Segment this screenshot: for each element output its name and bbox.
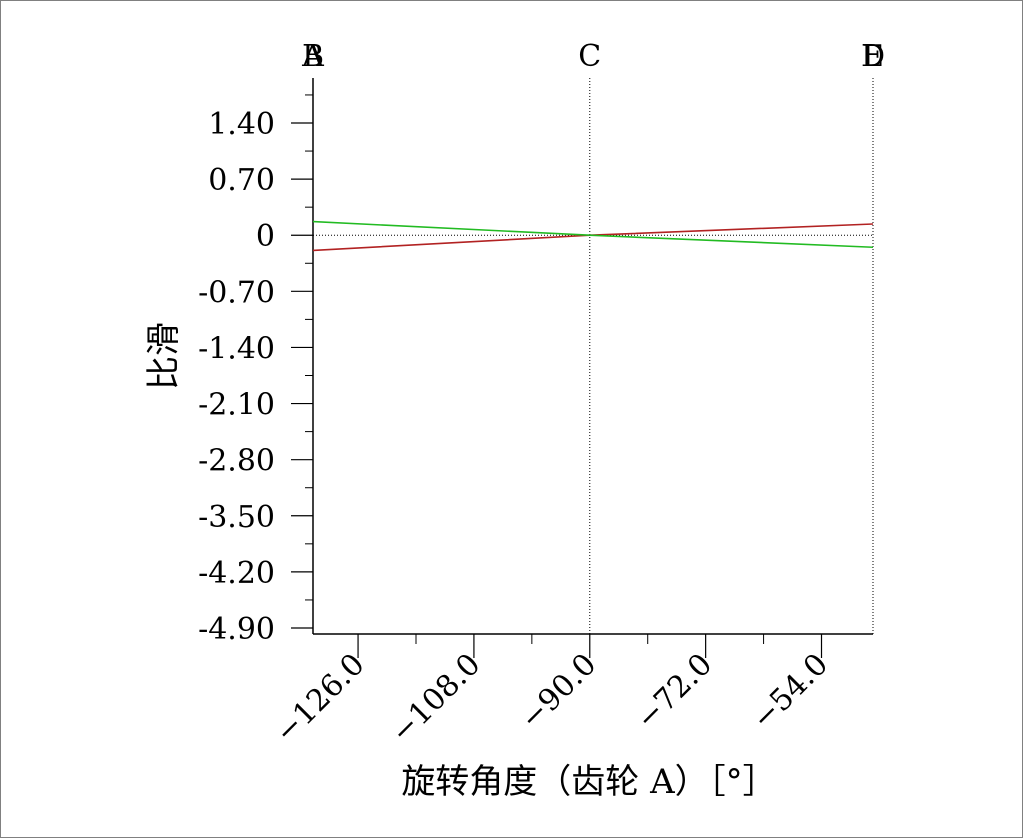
marker-label: D [861,39,885,74]
y-tick-label: -4.90 [198,612,275,647]
y-tick-label: -1.40 [198,331,275,366]
series-line-2 [312,220,874,249]
x-tick-label: −126.0 [268,647,371,750]
x-axis-title: 旋转角度（齿轮 A）［°］ [401,762,776,802]
axes [312,78,873,635]
marker-lines: AB C DE [301,39,885,634]
marker-label: E [862,39,884,74]
y-tick-label: 0.70 [208,163,275,198]
marker-label: C [578,39,601,74]
x-tick-label: −108.0 [384,647,487,750]
y-tick-label: -2.80 [198,444,275,479]
marker-label: A [301,39,324,74]
marker-label: B [302,39,324,74]
y-tick-label: -2.10 [198,388,275,423]
y-tick-label: 0 [256,219,275,254]
y-axis-title: 比滑 [144,322,184,390]
y-tick-label: -4.20 [198,556,275,591]
y-tick-label: 1.40 [208,107,275,142]
y-tick-label: -3.50 [198,500,275,535]
x-tick-label: −90.0 [514,647,604,737]
y-ticks: 1.40 0.70 0 -0.70 -1.40 -2.10 -2.80 -3.50 -4.20 -… [198,94,313,647]
y-tick-label: -0.70 [198,275,275,310]
series-lines [312,220,874,252]
x-ticks: −126.0 −108.0 −90.0 −72.0 −54.0 [268,634,835,750]
x-tick-label: −72.0 [630,647,720,737]
series-line-1 [312,223,874,252]
x-tick-label: −54.0 [745,647,835,737]
